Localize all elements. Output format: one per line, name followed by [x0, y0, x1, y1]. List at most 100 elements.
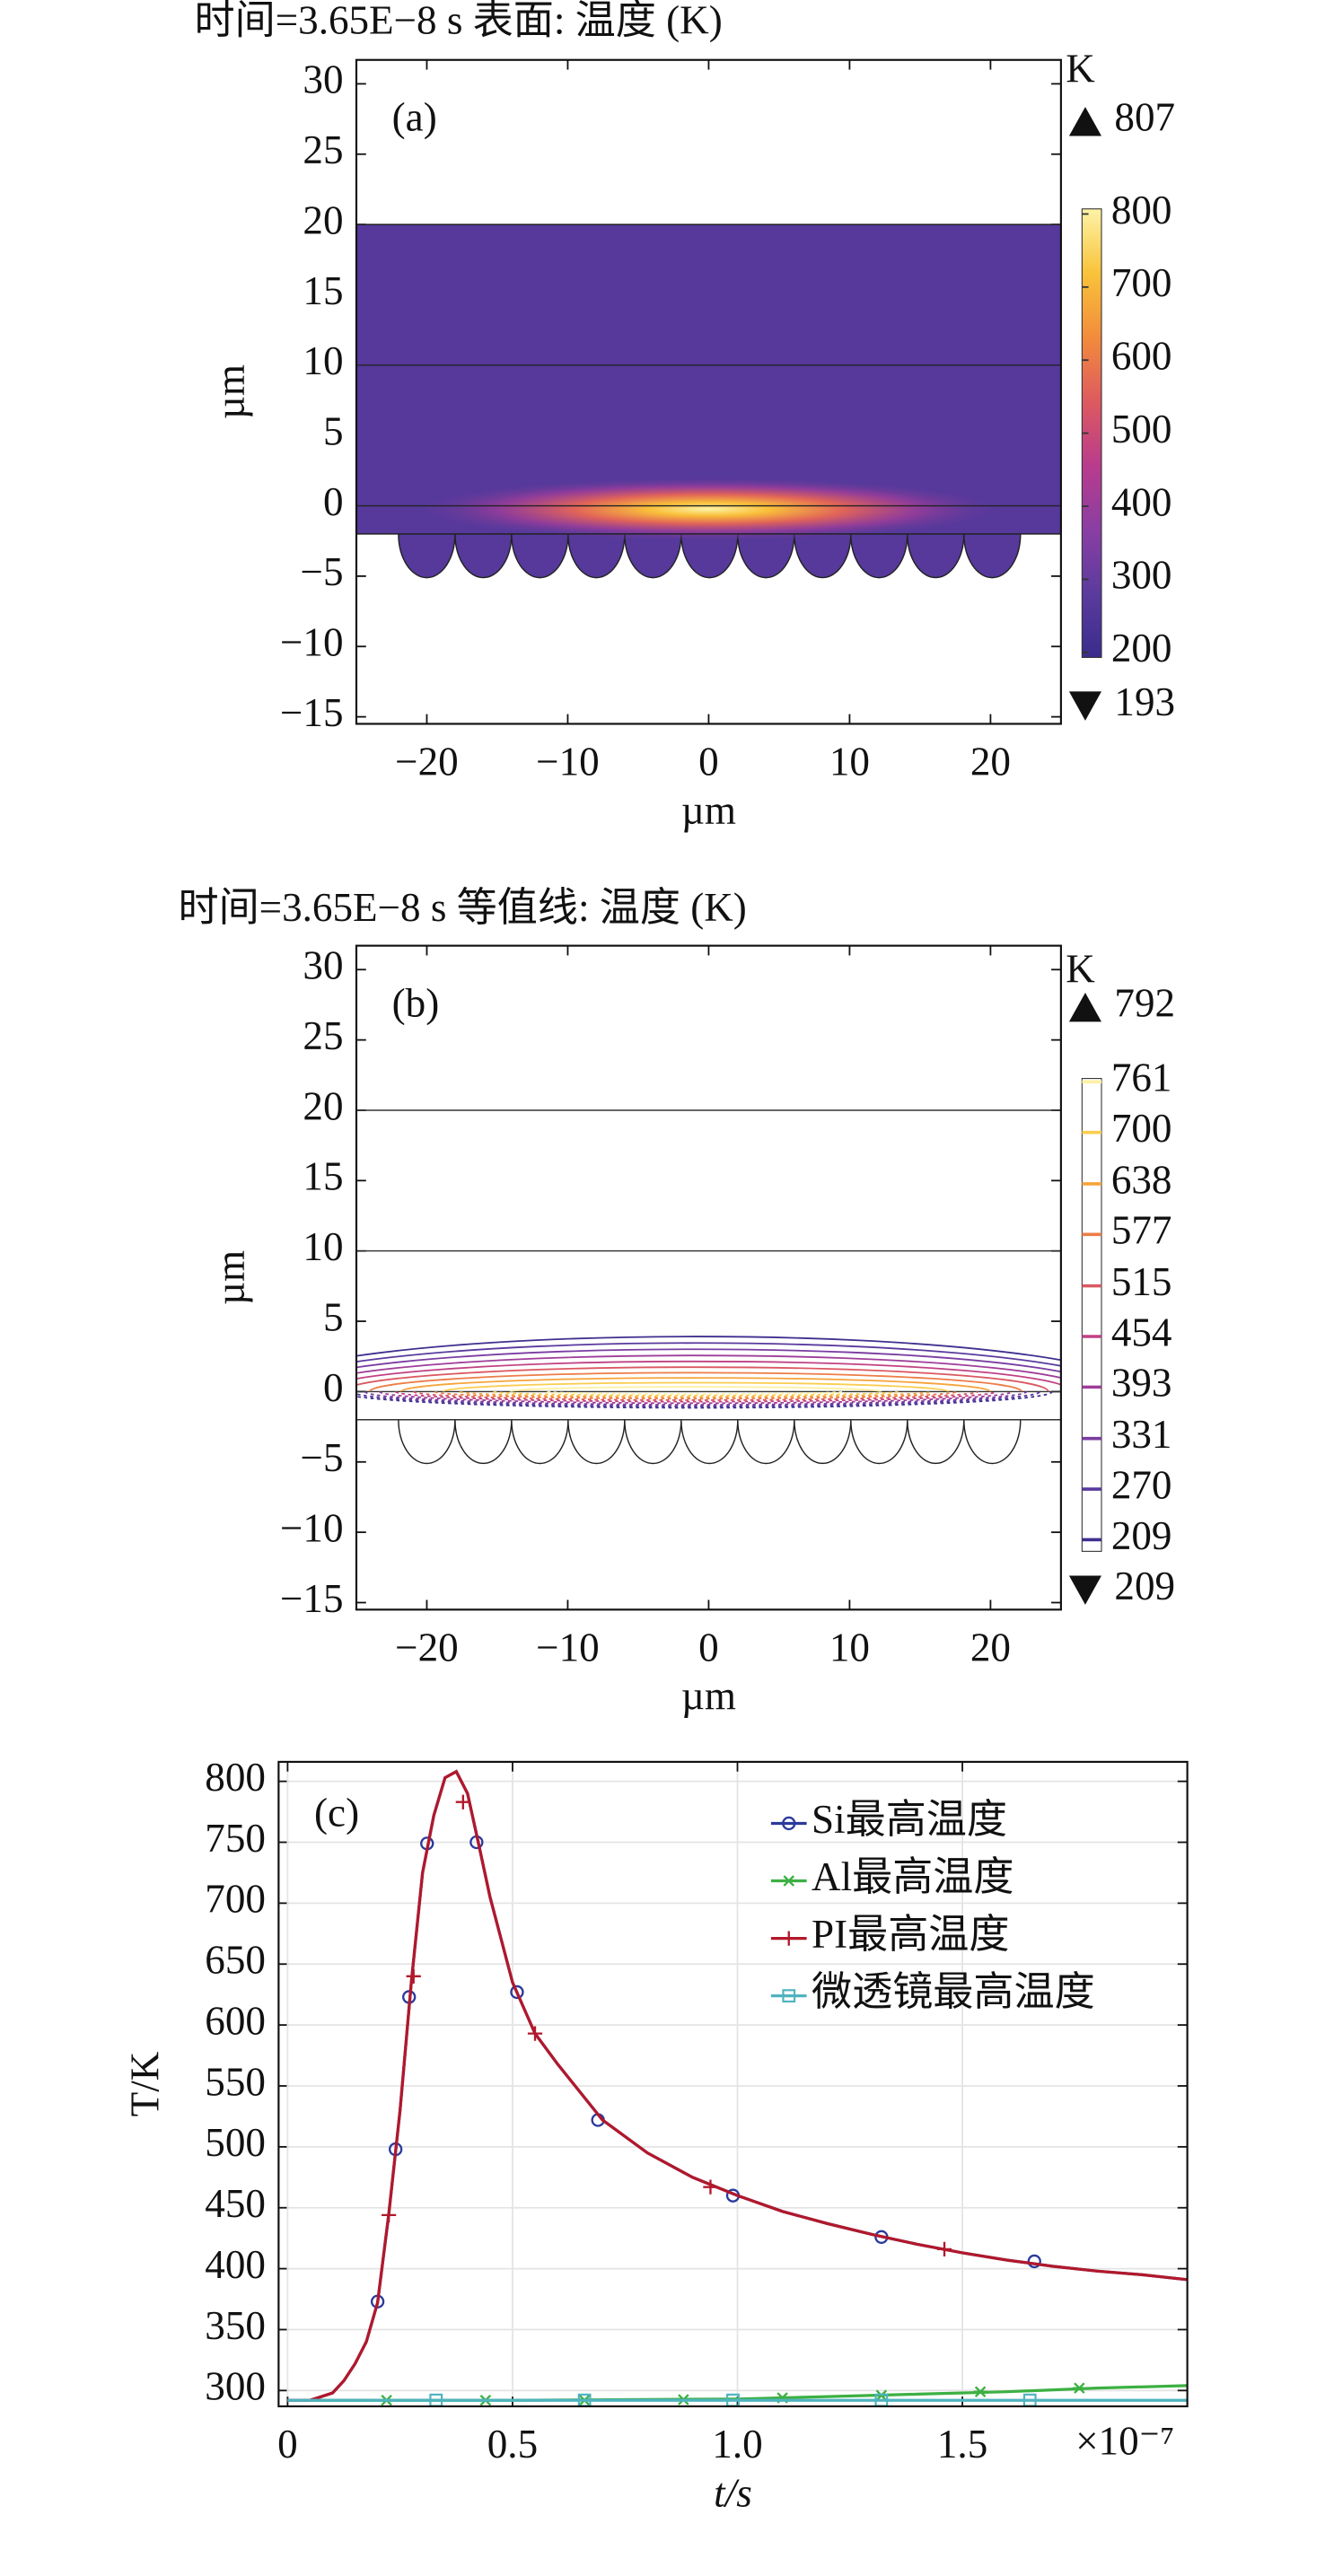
y-tick-label: 10	[303, 338, 343, 383]
y-tick-label: 550	[205, 2059, 266, 2104]
plot-frame	[355, 58, 1062, 725]
y-axis-label: T/K	[122, 2051, 167, 2116]
legend-label: Al最高温度	[812, 1854, 1013, 1899]
colorbar-tick-label: 700	[1111, 1106, 1172, 1151]
y-tick-label: 350	[205, 2303, 266, 2348]
chart-title: 时间=3.65E−8 s 表面: 温度 (K)	[195, 0, 723, 42]
colorbar-tick-label: 400	[1111, 479, 1172, 524]
colorbar-tick-label: 270	[1111, 1462, 1172, 1507]
colorbar-tick-label: 209	[1111, 1513, 1172, 1558]
colorbar-tick-label: 454	[1111, 1310, 1172, 1354]
y-axis-label: µm	[208, 364, 253, 419]
panel-label: (b)	[392, 981, 440, 1026]
x-tick-label: 0	[277, 2422, 298, 2466]
contour-line	[509, 1386, 882, 1393]
colorbar-tick-label: 600	[1111, 334, 1172, 379]
y-tick-label: −10	[280, 620, 344, 665]
microlens	[794, 533, 852, 579]
colorbar-min: 209	[1114, 1564, 1175, 1608]
microlens	[511, 1419, 569, 1465]
x-tick-label: −20	[395, 1625, 459, 1670]
x-offset-label: ×10⁻⁷	[1075, 2419, 1174, 2464]
marker	[382, 2207, 397, 2222]
x-axis-label: µm	[681, 1674, 736, 1719]
legend-label: Si最高温度	[812, 1797, 1007, 1842]
y-tick-label: 0	[323, 479, 344, 524]
marker	[703, 2179, 718, 2195]
x-axis-label: µm	[681, 788, 736, 833]
y-tick-label: −5	[301, 549, 344, 594]
min-marker	[1068, 1575, 1101, 1605]
y-tick-label: 25	[303, 1013, 343, 1058]
microlens	[398, 1419, 456, 1465]
y-tick-label: 650	[205, 1938, 266, 1983]
marker	[973, 2386, 987, 2397]
colorbar-min: 193	[1114, 679, 1175, 724]
panel-label: (c)	[314, 1791, 359, 1836]
contour-line	[434, 1390, 958, 1400]
colorbar-max: 792	[1114, 981, 1175, 1026]
microlens	[624, 1419, 682, 1465]
contour-line	[412, 1390, 979, 1401]
y-tick-label: 300	[205, 2364, 266, 2409]
min-marker	[1068, 691, 1101, 721]
microlens	[963, 533, 1022, 579]
x-tick-label: 0	[698, 1625, 719, 1670]
colorbar-tick-label: 515	[1111, 1259, 1172, 1304]
microlens	[850, 533, 908, 579]
x-tick-label: 0	[698, 740, 719, 784]
microlens	[737, 1419, 795, 1465]
microlens	[737, 533, 795, 579]
contour-line	[368, 1371, 1023, 1392]
microlens	[398, 533, 456, 579]
microlens	[963, 1419, 1022, 1465]
colorbar-tick-label: 638	[1111, 1157, 1172, 1202]
max-marker	[1068, 107, 1101, 136]
y-tick-label: −15	[280, 690, 344, 735]
max-marker	[1068, 992, 1101, 1022]
microlens	[907, 1419, 965, 1465]
y-tick-label: 800	[205, 1755, 266, 1800]
y-tick-label: 700	[205, 1877, 266, 1922]
x-axis-label: t/s	[714, 2470, 752, 2515]
y-tick-label: 20	[303, 1083, 343, 1128]
marker	[1027, 2254, 1041, 2269]
x-tick-label: −20	[395, 740, 459, 784]
microlens	[454, 1419, 513, 1465]
y-axis-label: µm	[208, 1250, 253, 1305]
microlens	[454, 533, 513, 579]
x-tick-label: 1.5	[937, 2422, 987, 2466]
microlens	[794, 1419, 852, 1465]
colorbar-unit: K	[1066, 47, 1095, 92]
plot-frame	[355, 944, 1062, 1611]
marker	[936, 2241, 952, 2257]
colorbar-tick-label: 331	[1111, 1412, 1172, 1457]
contour-line	[355, 1342, 1061, 1367]
colorbar-tick-label: 700	[1111, 260, 1172, 305]
microlens	[567, 1419, 626, 1465]
x-tick-label: 20	[970, 1625, 1011, 1670]
y-tick-label: 5	[323, 1294, 344, 1339]
legend-label: PI最高温度	[812, 1912, 1009, 1957]
y-tick-label: 20	[303, 197, 343, 242]
x-tick-label: 10	[829, 740, 870, 784]
contour-line	[442, 1381, 950, 1392]
x-tick-label: 1.0	[712, 2422, 762, 2466]
y-tick-label: 15	[303, 268, 343, 313]
y-tick-label: 500	[205, 2120, 266, 2165]
marker	[510, 1985, 524, 2000]
contour-line	[399, 1377, 992, 1392]
marker	[782, 1875, 795, 1887]
contour-line	[355, 1336, 1061, 1362]
contour-line	[355, 1391, 1053, 1409]
y-tick-label: 30	[303, 57, 343, 102]
plot-frame	[277, 1760, 1189, 2408]
contour-line	[492, 1390, 899, 1397]
plot-area	[355, 223, 1061, 579]
x-tick-label: −10	[536, 1625, 600, 1670]
microlens	[680, 533, 739, 579]
contour-line	[355, 1354, 1061, 1380]
marker	[455, 1794, 470, 1809]
contour-line	[355, 1366, 1049, 1392]
contour-line	[459, 1390, 933, 1398]
